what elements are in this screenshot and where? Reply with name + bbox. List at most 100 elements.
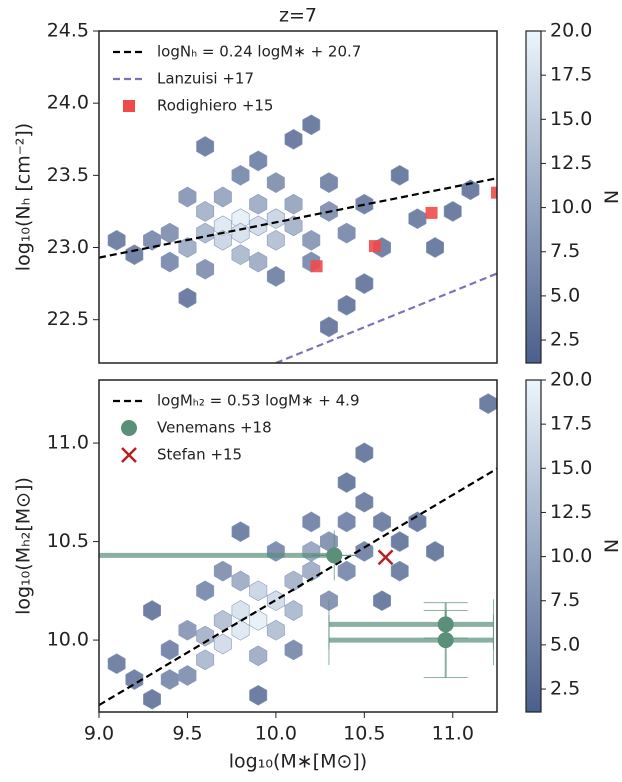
hexbin bbox=[426, 541, 445, 562]
hexbin bbox=[390, 164, 409, 186]
data-point bbox=[491, 186, 497, 199]
legend-swatch bbox=[121, 420, 137, 436]
hexbin bbox=[337, 294, 356, 316]
hexbin bbox=[196, 222, 215, 244]
hexbin bbox=[266, 208, 285, 230]
y-tick-label: 23.0 bbox=[47, 236, 89, 258]
hexbin bbox=[266, 172, 285, 193]
colorbar-tick-label: 15.0 bbox=[550, 457, 592, 479]
hexbin bbox=[249, 251, 268, 273]
colorbar-tick-label: 17.5 bbox=[550, 64, 592, 86]
hexbin bbox=[355, 273, 374, 294]
legend-label: logMₕ₂ = 0.53 logM∗ + 4.9 bbox=[157, 392, 360, 410]
legend-swatch bbox=[121, 447, 137, 463]
hexbin bbox=[213, 186, 232, 208]
x-tick-label: 9.5 bbox=[172, 723, 202, 745]
hexbin bbox=[231, 244, 250, 266]
y-axis-label: log₁₀(Mₕ₂[M⊙]) bbox=[13, 477, 35, 615]
hexbin bbox=[213, 229, 232, 251]
hexbin bbox=[231, 570, 250, 592]
hexbin bbox=[160, 222, 179, 244]
hexbin bbox=[284, 570, 303, 592]
legend-label: logNₕ = 0.24 logM∗ + 20.7 bbox=[157, 43, 361, 61]
hexbin bbox=[443, 201, 462, 222]
hexbin bbox=[319, 172, 338, 193]
colorbar-tick-label: 20.0 bbox=[550, 20, 592, 42]
x-tick-label: 10.5 bbox=[343, 723, 385, 745]
hexbin bbox=[284, 128, 303, 150]
hexbin bbox=[266, 541, 285, 562]
y-tick-label: 22.5 bbox=[47, 308, 89, 330]
hexbin bbox=[249, 215, 268, 237]
colorbar-tick-label: 15.0 bbox=[550, 108, 592, 130]
colorbar-tick-label: 7.5 bbox=[550, 589, 580, 611]
hexbin bbox=[196, 625, 215, 647]
hexbin bbox=[213, 610, 232, 631]
hexbin bbox=[196, 201, 215, 222]
colorbar-tick-label: 10.0 bbox=[550, 196, 592, 218]
legend-label: Stefan +15 bbox=[157, 446, 242, 464]
hexbin bbox=[390, 560, 409, 582]
hexbin bbox=[196, 649, 215, 671]
data-point bbox=[368, 240, 381, 253]
fit-line bbox=[99, 177, 497, 259]
hexbin bbox=[160, 251, 179, 273]
axes-frame bbox=[98, 379, 498, 713]
hexbin bbox=[107, 229, 126, 251]
hexbin bbox=[249, 580, 268, 602]
hexbin bbox=[231, 521, 250, 543]
colorbar-tick-label: 10.0 bbox=[550, 545, 592, 567]
colorbar-tick-label: 12.5 bbox=[550, 501, 592, 523]
hexbin bbox=[231, 600, 250, 621]
legend-label: Lanzuisi +17 bbox=[157, 70, 254, 88]
colorbar bbox=[525, 379, 542, 713]
hexbin bbox=[302, 229, 321, 251]
data-point bbox=[437, 632, 454, 649]
hexbin bbox=[178, 287, 197, 309]
hexbin bbox=[426, 237, 445, 258]
data-point bbox=[326, 547, 343, 564]
hexbin bbox=[337, 222, 356, 244]
hexbin bbox=[284, 193, 303, 215]
hexbin bbox=[196, 136, 215, 157]
hexbin bbox=[355, 442, 374, 464]
hexbin bbox=[266, 619, 285, 641]
hexbin bbox=[284, 639, 303, 661]
hexbin bbox=[249, 193, 268, 215]
plot-area bbox=[99, 393, 497, 710]
hexbin bbox=[284, 600, 303, 621]
hexbin bbox=[302, 511, 321, 533]
legend-swatch bbox=[123, 100, 135, 112]
colorbar-tick-label: 2.5 bbox=[550, 678, 580, 700]
data-point bbox=[310, 260, 323, 273]
data-point bbox=[425, 206, 438, 219]
y-tick-label: 10.0 bbox=[47, 629, 89, 651]
colorbar-tick-label: 20.0 bbox=[550, 369, 592, 391]
hexbin bbox=[373, 511, 392, 533]
colorbar-label: N bbox=[600, 539, 622, 553]
colorbar-label: N bbox=[600, 190, 622, 204]
hexbin bbox=[337, 560, 356, 582]
data-point bbox=[377, 549, 394, 566]
hexbin bbox=[178, 186, 197, 208]
colorbar-tick-label: 17.5 bbox=[550, 413, 592, 435]
fit-line bbox=[275, 272, 497, 363]
hexbin bbox=[249, 645, 268, 667]
hexbin bbox=[355, 491, 374, 513]
colorbar-tick-label: 7.5 bbox=[550, 240, 580, 262]
hexbin bbox=[231, 619, 250, 641]
hexbin bbox=[160, 639, 179, 661]
hexbin bbox=[266, 266, 285, 287]
hexbin bbox=[143, 688, 161, 710]
fit-line bbox=[99, 467, 497, 707]
colorbar-tick-label: 12.5 bbox=[550, 152, 592, 174]
hexbin bbox=[178, 665, 197, 686]
x-axis-label: log₁₀(M∗[M⊙]) bbox=[229, 751, 367, 773]
hexbin bbox=[302, 541, 321, 562]
hexbin bbox=[213, 560, 232, 582]
y-tick-label: 10.5 bbox=[47, 530, 89, 552]
legend-label: Venemans +18 bbox=[157, 419, 272, 437]
hexbin bbox=[355, 541, 374, 562]
y-tick-label: 24.5 bbox=[47, 20, 89, 42]
hexbin bbox=[107, 653, 126, 675]
